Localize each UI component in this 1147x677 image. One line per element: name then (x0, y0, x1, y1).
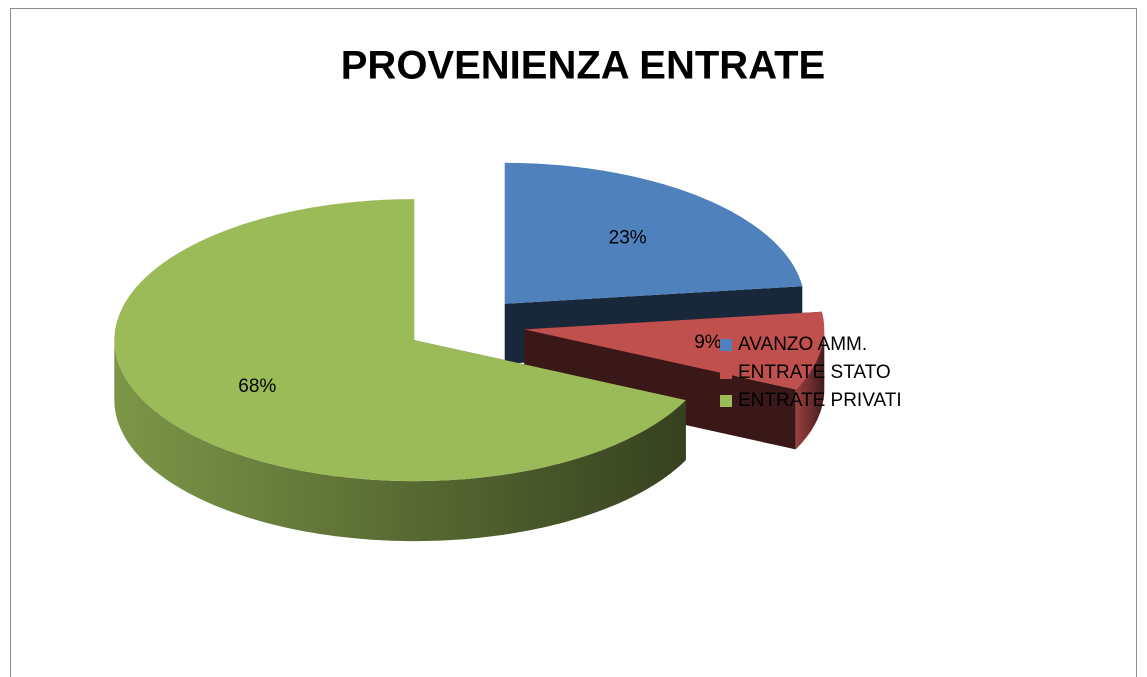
pie-slice (504, 162, 803, 304)
data-label: 23% (609, 227, 647, 248)
slice-outer-wall (114, 340, 686, 542)
legend-swatch (720, 367, 732, 379)
pie-slice (524, 311, 825, 390)
data-label: 9% (694, 332, 722, 353)
legend-swatch (720, 339, 732, 351)
chart-title: PROVENIENZA ENTRATE (341, 44, 825, 88)
slice-edge-wall (524, 329, 796, 450)
legend-label: ENTRATE PRIVATI (738, 390, 902, 411)
pie-slice (114, 199, 686, 482)
legend-swatch (720, 395, 732, 407)
data-label: 68% (238, 376, 276, 397)
legend-label: ENTRATE STATO (738, 362, 891, 383)
legend-label: AVANZO AMM. (738, 334, 867, 355)
slice-outer-wall (795, 329, 825, 450)
